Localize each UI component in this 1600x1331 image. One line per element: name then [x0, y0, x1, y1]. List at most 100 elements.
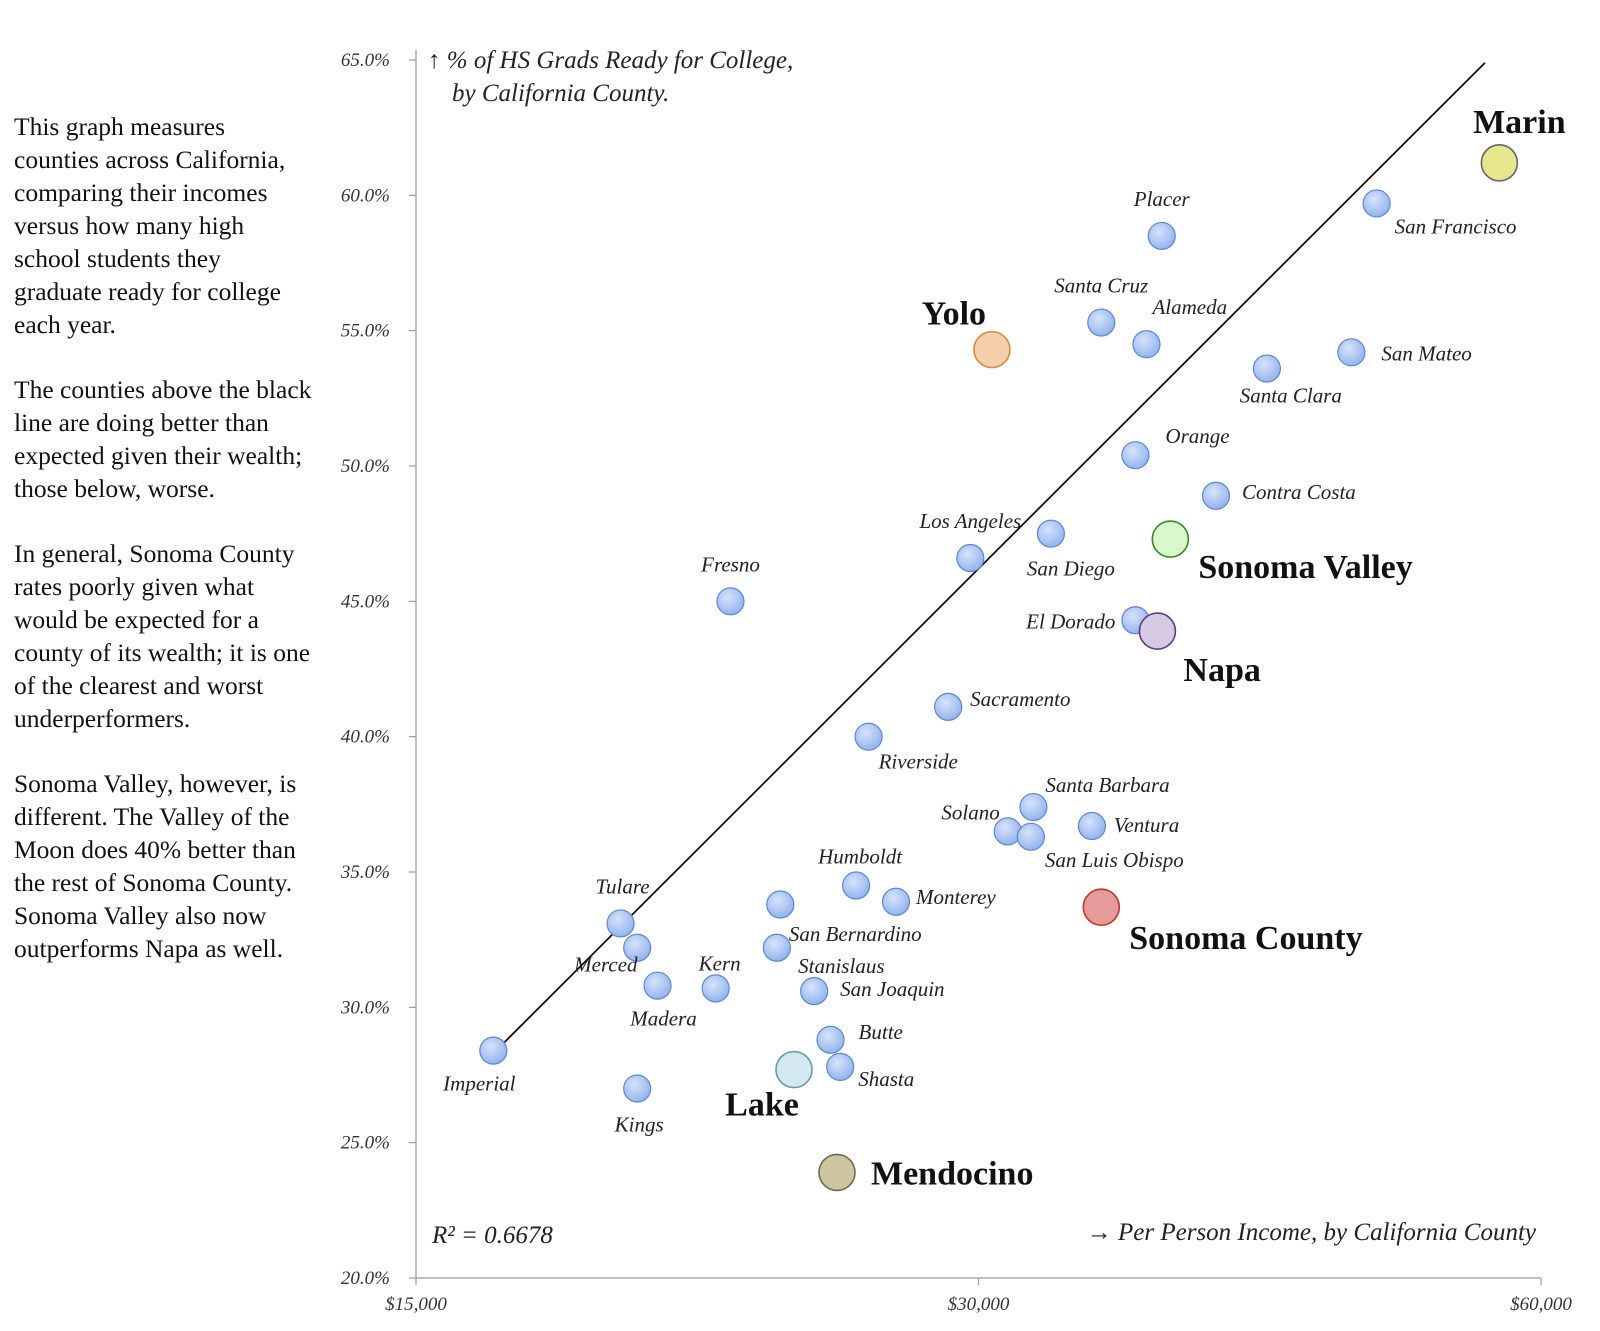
- label-santa-cruz: Santa Cruz: [1054, 274, 1148, 298]
- y-tick-label: 45.0%: [341, 591, 390, 612]
- point-merced: [643, 971, 672, 1000]
- label-los-angeles: Los Angeles: [918, 509, 1021, 533]
- point-san-francisco: [1362, 189, 1391, 218]
- label-san-joaquin: San Joaquin: [840, 977, 944, 1001]
- y-tick-label: 30.0%: [340, 997, 390, 1018]
- point-santa-barbara: [1019, 792, 1048, 822]
- point-san-luis-obispo: [1016, 822, 1045, 851]
- point-lake: [775, 1050, 813, 1089]
- y-axis: 20.0% 25.0% 30.0% 35.0% 40.0% 45.0% 50.0% 55.0%…: [340, 50, 417, 1289]
- point-napa: [1138, 612, 1177, 650]
- x-axis: $15,000 $30,000 $60,000: [385, 1277, 1572, 1315]
- label-san-diego: San Diego: [1027, 557, 1115, 581]
- point-unlabeled: [766, 890, 795, 919]
- y-tick-label: 40.0%: [341, 727, 390, 748]
- point-unlabeled: [623, 933, 652, 962]
- point-san-diego: [1036, 519, 1066, 548]
- description-paragraph-3: In general, Sonoma County rates poorly g…: [14, 539, 311, 733]
- point-mendocino: [818, 1153, 856, 1192]
- point-stanislaus: [800, 976, 829, 1006]
- point-sonoma-county: [1082, 888, 1121, 926]
- trendline: [492, 62, 1486, 1054]
- point-labels: Marin San Francisco Placer Santa CruzAlamed…: [442, 104, 1566, 1193]
- y-tick-label: 55.0%: [341, 321, 390, 342]
- y-tick-label: 65.0%: [341, 50, 390, 71]
- point-sonoma-valley: [1151, 520, 1190, 558]
- label-contra-costa: Contra Costa: [1242, 480, 1356, 504]
- label-madera: Madera: [629, 1007, 697, 1031]
- label-merced: Merced: [573, 953, 638, 977]
- point-shasta: [826, 1052, 855, 1081]
- description-panel: This graph measures counties across Cali…: [14, 110, 314, 997]
- y-axis-title-text: % of HS Grads Ready for College,: [447, 47, 793, 74]
- label-tulare: Tulare: [596, 874, 650, 898]
- label-san-mateo: San Mateo: [1381, 341, 1471, 365]
- label-sonoma-valley: Sonoma Valley: [1198, 549, 1412, 586]
- x-tick-label: $60,000: [1510, 1294, 1572, 1315]
- point-tulare: [606, 909, 635, 938]
- y-tick-label: 35.0%: [340, 862, 390, 883]
- y-axis-arrow: ↑: [428, 47, 447, 74]
- point-fresno: [716, 587, 745, 616]
- y-axis-title-line1: ↑ % of HS Grads Ready for College,: [428, 47, 793, 74]
- label-sonoma-county: Sonoma County: [1129, 920, 1362, 957]
- data-points: [479, 144, 1519, 1192]
- y-tick-label: 20.0%: [341, 1268, 390, 1289]
- point-humboldt: [842, 871, 871, 900]
- y-tick-label: 25.0%: [341, 1133, 390, 1154]
- label-lake: Lake: [725, 1087, 799, 1124]
- point-yolo: [973, 330, 1011, 369]
- x-tick-label: $15,000: [385, 1294, 447, 1315]
- point-imperial: [479, 1036, 508, 1065]
- point-butte: [816, 1025, 845, 1054]
- point-placer: [1147, 221, 1176, 251]
- label-el-dorado: El Dorado: [1025, 609, 1115, 633]
- r-squared-label: R² = 0.6678: [431, 1222, 553, 1249]
- label-san-luis-obispo: San Luis Obispo: [1045, 848, 1184, 872]
- point-riverside: [854, 722, 883, 751]
- point-santa-clara: [1252, 354, 1281, 383]
- label-san-bernardino: San Bernardino: [789, 922, 922, 946]
- point-contra-costa: [1201, 481, 1231, 510]
- x-tick-label: $30,000: [948, 1294, 1010, 1315]
- point-los-angeles: [956, 543, 985, 573]
- point-orange: [1121, 441, 1150, 470]
- label-ventura: Ventura: [1114, 813, 1179, 837]
- label-napa: Napa: [1183, 652, 1260, 689]
- label-stanislaus: Stanislaus: [798, 954, 884, 978]
- label-santa-clara: Santa Clara: [1240, 384, 1342, 408]
- label-fresno: Fresno: [700, 552, 760, 576]
- label-imperial: Imperial: [442, 1072, 515, 1096]
- label-solano: Solano: [941, 800, 999, 824]
- y-tick-label: 60.0%: [341, 185, 390, 206]
- y-tick-label: 50.0%: [341, 456, 390, 477]
- point-kern: [701, 974, 730, 1003]
- label-orange: Orange: [1165, 424, 1229, 448]
- description-paragraph-1: This graph measures counties across Cali…: [14, 112, 286, 339]
- label-sacramento: Sacramento: [970, 687, 1070, 711]
- point-san-bernardino: [762, 933, 791, 962]
- label-monterey: Monterey: [915, 885, 996, 909]
- point-marin: [1480, 144, 1519, 182]
- y-axis-title-line2: by California County.: [452, 80, 669, 107]
- point-ventura: [1077, 811, 1107, 841]
- point-alameda: [1132, 330, 1161, 359]
- point-sacramento: [934, 692, 963, 721]
- label-alameda: Alameda: [1150, 295, 1227, 319]
- label-marin: Marin: [1473, 104, 1566, 141]
- point-monterey: [881, 887, 911, 916]
- label-santa-barbara: Santa Barbara: [1045, 773, 1169, 797]
- label-yolo: Yolo: [922, 296, 986, 333]
- label-kern: Kern: [698, 951, 741, 975]
- description-paragraph-4: Sonoma Valley, however, is different. Th…: [14, 769, 297, 963]
- label-riverside: Riverside: [878, 750, 958, 774]
- point-kings: [623, 1074, 652, 1103]
- description-paragraph-2: The counties above the black line are do…: [14, 375, 312, 503]
- label-placer: Placer: [1133, 187, 1191, 211]
- point-san-mateo: [1337, 338, 1366, 367]
- label-butte: Butte: [859, 1020, 903, 1044]
- trendline-group: [492, 62, 1486, 1054]
- point-santa-cruz: [1087, 308, 1116, 337]
- label-san-francisco: San Francisco: [1395, 214, 1517, 238]
